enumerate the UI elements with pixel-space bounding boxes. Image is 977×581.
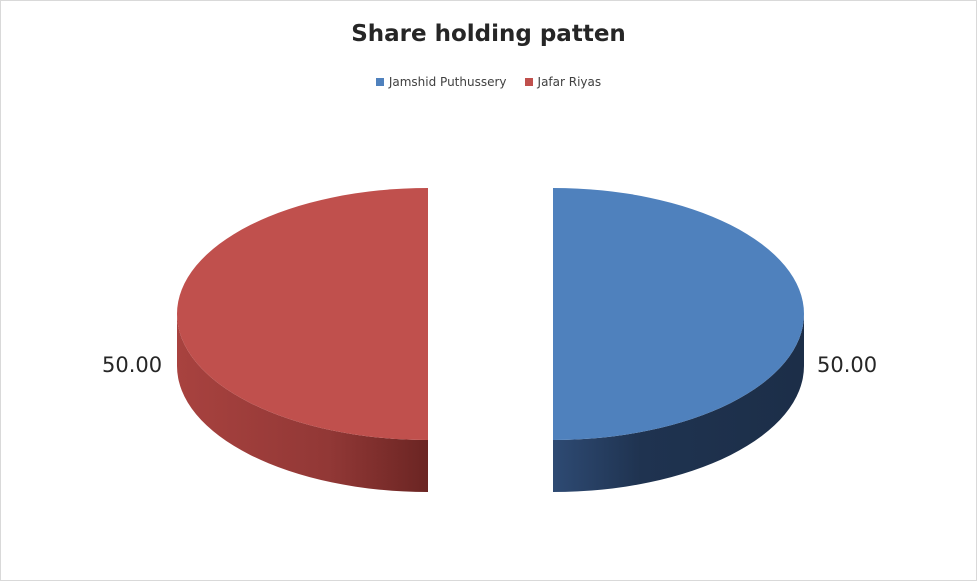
- data-label-jamshid: 50.00: [817, 353, 878, 377]
- legend-item-jamshid: Jamshid Puthussery: [375, 75, 507, 89]
- chart-title: Share holding patten: [351, 21, 626, 47]
- legend-swatch: [524, 78, 533, 86]
- legend-label: Jafar Riyas: [537, 75, 602, 89]
- legend-swatch: [375, 78, 384, 86]
- data-label-jafar: 50.00: [102, 353, 163, 377]
- legend-label: Jamshid Puthussery: [388, 75, 507, 89]
- pie-slice-jamshid: [553, 188, 804, 440]
- pie-slice-side-jamshid: [553, 314, 804, 492]
- legend: Jamshid Puthussery Jafar Riyas: [1, 75, 976, 89]
- pie-slice-side-jafar: [177, 314, 428, 492]
- legend-item-jafar: Jafar Riyas: [524, 75, 602, 89]
- pie-slice-jafar: [177, 188, 428, 440]
